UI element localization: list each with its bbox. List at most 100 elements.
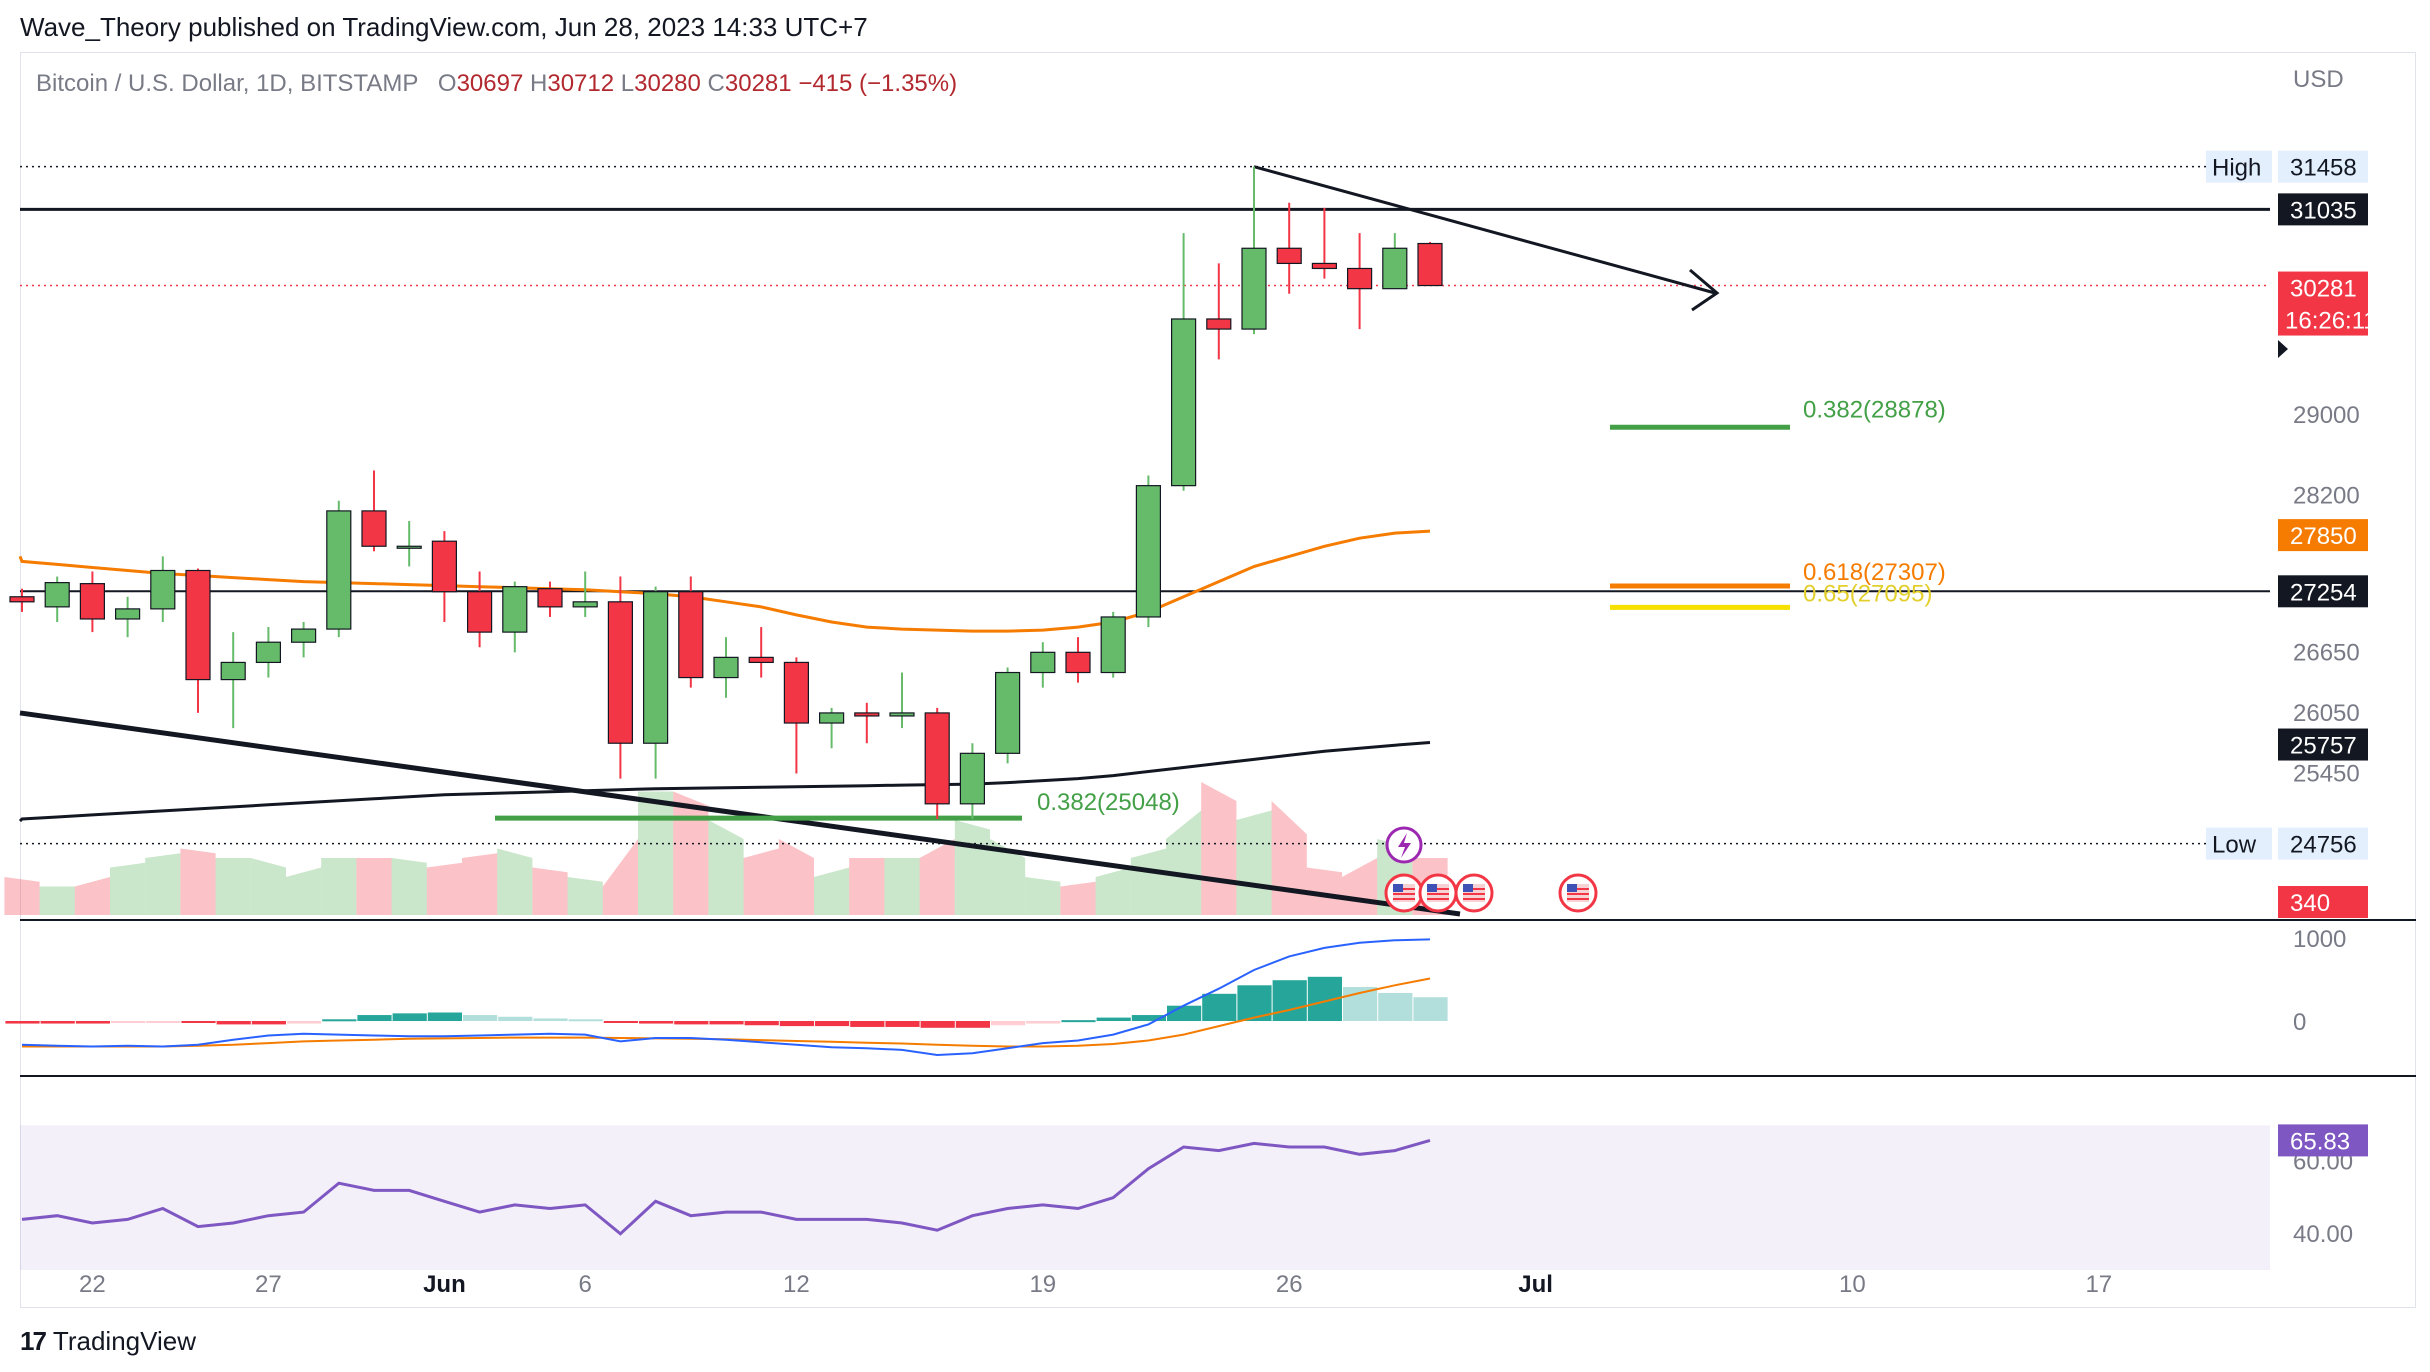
macd-histogram-bar <box>1096 1017 1131 1021</box>
candle-body[interactable] <box>1417 242 1443 287</box>
fib-label: 0.618(27307) <box>1803 559 1946 586</box>
candle-body[interactable] <box>818 712 845 724</box>
candle-body[interactable] <box>1382 247 1408 290</box>
candle-body[interactable] <box>9 596 35 603</box>
candle-body[interactable] <box>79 583 106 620</box>
footer-brand[interactable]: TradingView <box>52 1326 196 1356</box>
rsi-line[interactable] <box>21 1138 1431 1236</box>
price-badge[interactable]: 340 <box>2278 886 2368 918</box>
price-badge[interactable]: 31035 <box>2278 193 2368 226</box>
candle-body[interactable] <box>1241 247 1267 330</box>
candle-body[interactable] <box>994 671 1021 754</box>
macd-histogram-bar <box>815 1021 850 1027</box>
candle-body[interactable] <box>889 712 915 717</box>
candle-body[interactable] <box>150 569 176 610</box>
candle-body[interactable] <box>114 608 141 620</box>
us-flag-event-icon-canton <box>1463 884 1473 892</box>
candle-body[interactable] <box>537 588 563 608</box>
us-flag-event-icon[interactable] <box>1454 873 1494 913</box>
instrument-title[interactable]: Bitcoin / U.S. Dollar, 1D, BITSTAMP <box>36 70 418 97</box>
candle-body[interactable] <box>713 656 739 679</box>
rsi-tick-label: 40.00 <box>2293 1221 2353 1248</box>
candle-body[interactable] <box>291 628 317 643</box>
price-badge[interactable]: 27850 <box>2278 519 2368 552</box>
lower-trend-line[interactable] <box>19 710 1461 917</box>
lightning-event-icon[interactable] <box>1385 826 1423 864</box>
candle-body[interactable] <box>1100 616 1126 674</box>
price-badge-label: Low <box>2212 832 2257 859</box>
candle-body[interactable] <box>959 752 986 805</box>
candle-body[interactable] <box>326 510 352 630</box>
macd-line[interactable] <box>21 938 1431 1057</box>
candle-body[interactable] <box>1346 267 1373 290</box>
change-value: −415 (−1.35%) <box>798 70 958 97</box>
candle-body[interactable] <box>1135 485 1162 618</box>
scroll-right-icon[interactable] <box>2278 340 2288 358</box>
price-badge[interactable]: 27254 <box>2278 575 2368 608</box>
price-tick-label: 28200 <box>2293 483 2360 510</box>
macd-histogram-bar <box>463 1015 498 1021</box>
macd-histogram-bar <box>498 1016 533 1021</box>
candle-body[interactable] <box>220 661 246 681</box>
candle-body[interactable] <box>607 601 634 744</box>
volume-area <box>1025 877 1061 915</box>
candle-body[interactable] <box>748 656 774 664</box>
macd-histogram-bar <box>322 1019 357 1022</box>
volume-area <box>215 858 251 915</box>
price-tick-label: 26650 <box>2293 639 2360 666</box>
candle-body[interactable] <box>854 712 880 717</box>
volume-area <box>919 839 955 915</box>
candle-body[interactable] <box>572 601 598 608</box>
candle-body[interactable] <box>1170 318 1197 487</box>
candle-body[interactable] <box>361 510 387 547</box>
author-name[interactable]: Wave_Theory <box>20 12 181 42</box>
candle-body[interactable] <box>1030 651 1056 674</box>
candle-body[interactable] <box>502 586 528 633</box>
macd-histogram-bar <box>885 1021 920 1027</box>
black-moving-average-line[interactable] <box>18 741 1431 823</box>
volume-area <box>39 886 75 915</box>
volume-area <box>673 791 709 915</box>
candle-body[interactable] <box>783 661 810 724</box>
upper-trend-line[interactable] <box>1253 165 1716 295</box>
macd-histogram-bar <box>779 1021 814 1027</box>
candle-body[interactable] <box>185 569 211 681</box>
price-badge[interactable]: 30281 16:26:11 <box>2278 271 2377 336</box>
us-flag-event-icon[interactable] <box>1384 873 1424 913</box>
volume-area <box>4 877 40 915</box>
candle-body[interactable] <box>44 582 70 608</box>
us-flag-event-icon[interactable] <box>1418 873 1458 913</box>
candle-body[interactable] <box>924 712 950 805</box>
candle-body[interactable] <box>431 540 457 593</box>
macd-tick-label: 1000 <box>2293 926 2346 953</box>
candle-body[interactable] <box>1276 247 1302 265</box>
candle-body[interactable] <box>1311 262 1338 270</box>
currency-label[interactable]: USD <box>2293 66 2344 93</box>
candle-body[interactable] <box>1065 651 1091 674</box>
lightning-event-icon-bolt <box>1398 833 1411 858</box>
macd-histogram-bar <box>1413 997 1448 1021</box>
volume-area <box>321 858 357 915</box>
price-badge[interactable]: High 31458 <box>2206 150 2368 183</box>
price-badge-bg <box>2278 519 2368 552</box>
volume-area <box>532 867 568 915</box>
price-badge[interactable]: Low 24756 <box>2206 827 2368 860</box>
us-flag-event-icon[interactable] <box>1558 873 1598 913</box>
orange-moving-average-line[interactable] <box>18 529 1431 633</box>
macd-histogram-bar <box>1026 1021 1061 1024</box>
rsi-value-badge[interactable]: 65.83 <box>2278 1124 2368 1157</box>
candle-body[interactable] <box>1206 318 1232 330</box>
volume-area <box>567 877 603 915</box>
macd-histogram-bar <box>5 1021 40 1024</box>
price-badge[interactable]: 25757 <box>2278 728 2368 761</box>
candle-body[interactable] <box>642 591 669 744</box>
chart-canvas[interactable]: 0.382(28878) 0.618(27307)0.65(27095) 0.382… <box>0 0 2430 1310</box>
candle-body[interactable] <box>255 641 281 664</box>
candle-body[interactable] <box>396 545 422 549</box>
candle-body[interactable] <box>467 591 493 633</box>
price-badge-bg <box>2278 193 2368 226</box>
candle-body[interactable] <box>678 591 704 679</box>
volume-area <box>1201 782 1237 915</box>
price-axis-badges: High 31458 31035 30281 16:26:11 27850 27254 257… <box>2206 150 2377 918</box>
volume-area <box>638 791 674 915</box>
